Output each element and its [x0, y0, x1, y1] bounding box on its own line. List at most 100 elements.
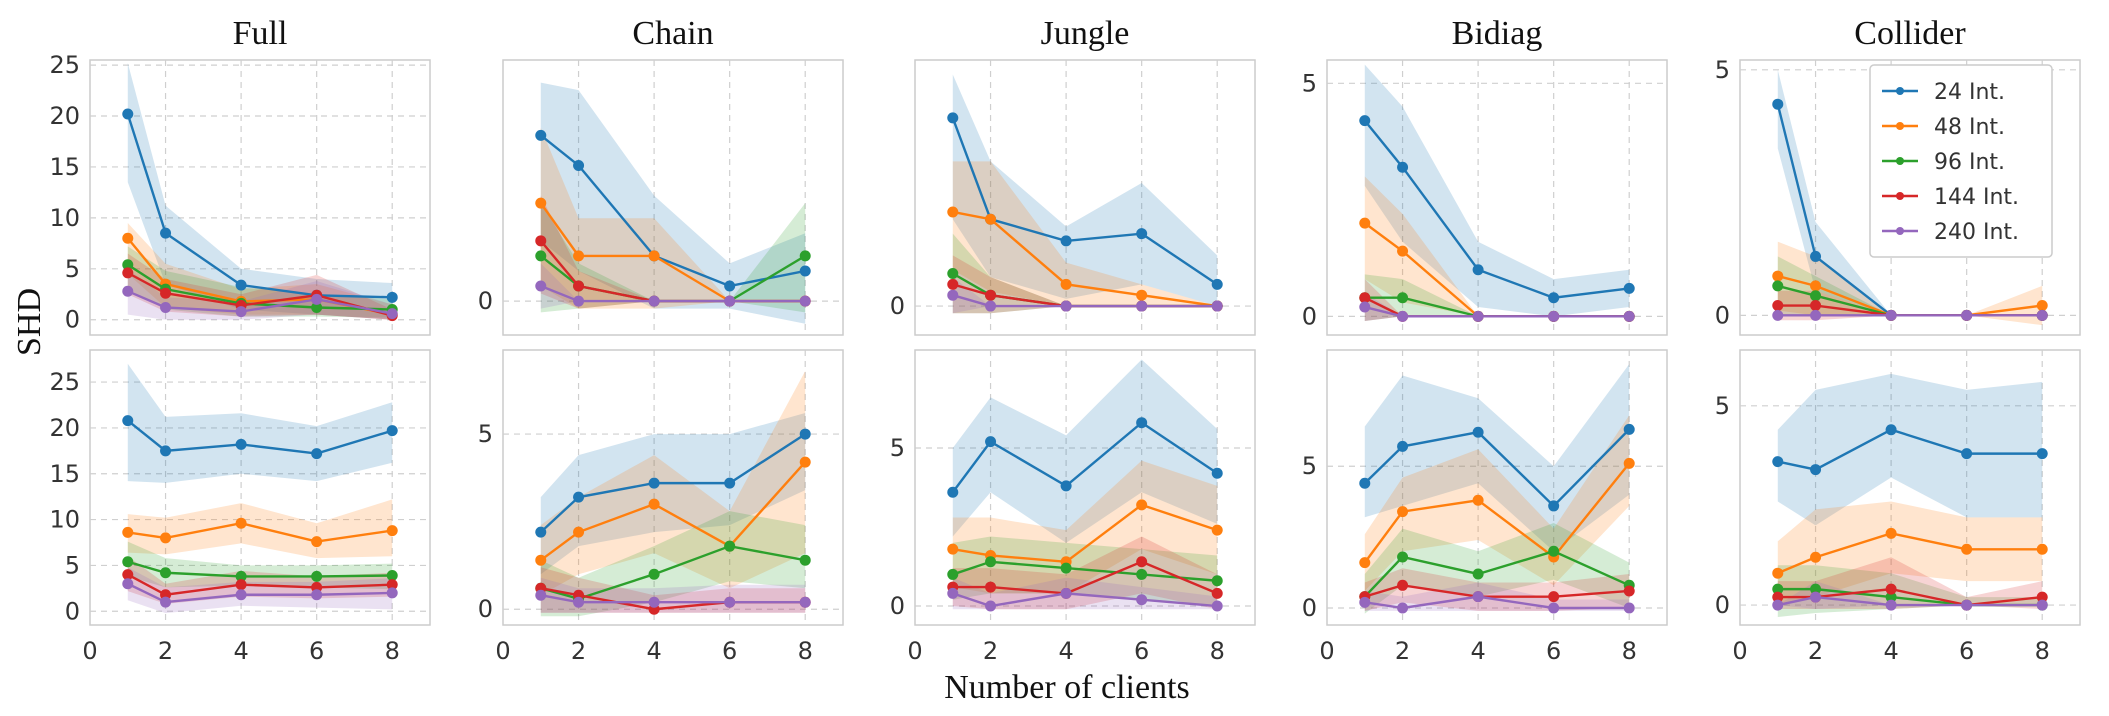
- data-point: [1623, 310, 1635, 322]
- data-point: [1211, 587, 1223, 599]
- data-point: [386, 587, 398, 599]
- y-tick-label: 0: [65, 597, 80, 625]
- data-point: [573, 491, 585, 503]
- y-tick-label: 0: [1302, 302, 1317, 330]
- data-point: [648, 596, 660, 608]
- data-point: [947, 486, 959, 498]
- data-point: [1772, 309, 1784, 321]
- data-point: [724, 596, 736, 608]
- y-tick-label: 20: [49, 102, 80, 130]
- x-tick-label: 6: [309, 637, 324, 665]
- data-point: [573, 596, 585, 608]
- data-point: [1623, 585, 1635, 597]
- data-point: [1885, 599, 1897, 611]
- panel-frame: [89, 349, 431, 626]
- data-point: [799, 250, 811, 262]
- data-point: [724, 477, 736, 489]
- confidence-band: [1777, 256, 2043, 316]
- x-tick-label: 6: [722, 637, 737, 665]
- legend-label: 48 Int.: [1934, 115, 2005, 140]
- data-point: [1810, 309, 1822, 321]
- data-point: [535, 197, 547, 209]
- confidence-band: [952, 74, 1218, 307]
- data-point: [1060, 235, 1072, 247]
- x-tick-label: 4: [1470, 637, 1485, 665]
- panel-9: 0 5 0 2 4 6 8: [1715, 349, 2081, 665]
- data-point: [724, 280, 736, 292]
- data-point: [235, 517, 247, 529]
- data-point: [648, 498, 660, 510]
- legend-marker: [1896, 157, 1904, 165]
- panel-frame: [1739, 349, 2081, 626]
- data-point: [799, 596, 811, 608]
- data-point: [122, 232, 134, 244]
- y-tick-label: 15: [49, 153, 80, 181]
- data-point: [947, 289, 959, 301]
- data-point: [1548, 545, 1560, 557]
- data-point: [535, 526, 547, 538]
- panel-1: 0 Chain: [478, 15, 844, 336]
- confidence-band: [127, 246, 393, 318]
- x-tick-label: 0: [495, 637, 510, 665]
- panel-title: Full: [233, 15, 288, 52]
- y-tick-label: 0: [478, 287, 493, 315]
- data-point: [122, 415, 134, 427]
- data-point: [1548, 591, 1560, 603]
- data-point: [2036, 448, 2048, 460]
- data-point: [311, 293, 323, 305]
- data-point: [1211, 300, 1223, 312]
- data-point: [1885, 583, 1897, 595]
- confidence-band: [540, 577, 806, 613]
- y-tick-label: 0: [890, 592, 905, 620]
- data-point: [573, 526, 585, 538]
- data-point: [724, 540, 736, 552]
- data-point: [648, 295, 660, 307]
- data-point: [1397, 506, 1409, 518]
- data-point: [2036, 300, 2048, 312]
- data-point: [947, 112, 959, 124]
- panel-frame: [1326, 59, 1668, 336]
- panel-6: 0 5 0 2 4 6 8: [478, 349, 844, 665]
- plot-area: [1359, 64, 1635, 322]
- confidence-band: [1364, 176, 1630, 317]
- y-tick-label: 5: [1302, 69, 1317, 97]
- data-point: [122, 556, 134, 568]
- data-point: [1548, 602, 1560, 614]
- data-point: [1810, 591, 1822, 603]
- data-point: [1136, 417, 1148, 429]
- data-point: [1885, 527, 1897, 539]
- confidence-band: [540, 127, 806, 309]
- data-point: [1359, 115, 1371, 127]
- panel-title: Chain: [632, 15, 713, 52]
- confidence-band: [1777, 290, 2043, 321]
- data-point: [799, 554, 811, 566]
- data-point: [1397, 161, 1409, 173]
- legend-label: 144 Int.: [1934, 185, 2019, 210]
- plot-area: [1772, 373, 2048, 618]
- y-tick-label: 10: [49, 204, 80, 232]
- data-point: [1961, 309, 1973, 321]
- data-point: [1397, 292, 1409, 304]
- data-point: [1548, 310, 1560, 322]
- data-point: [1810, 551, 1822, 563]
- data-point: [535, 250, 547, 262]
- x-tick-label: 6: [1546, 637, 1561, 665]
- data-point: [2036, 309, 2048, 321]
- plot-area: [947, 74, 1223, 314]
- x-tick-label: 0: [1319, 637, 1334, 665]
- panel-3: 0 5 Bidiag: [1302, 15, 1668, 336]
- data-point: [1885, 309, 1897, 321]
- data-point: [386, 570, 398, 581]
- data-point: [1961, 599, 1973, 611]
- data-point: [2036, 591, 2048, 603]
- data-point: [535, 235, 547, 247]
- legend: 24 Int. 48 Int. 96 Int. 144 Int. 240 Int.: [1869, 64, 2053, 258]
- data-point: [311, 536, 323, 548]
- data-point: [311, 570, 323, 582]
- data-point: [122, 578, 134, 590]
- data-point: [1623, 423, 1635, 435]
- data-point: [535, 554, 547, 566]
- y-tick-label: 0: [1715, 301, 1730, 329]
- data-point: [311, 448, 323, 460]
